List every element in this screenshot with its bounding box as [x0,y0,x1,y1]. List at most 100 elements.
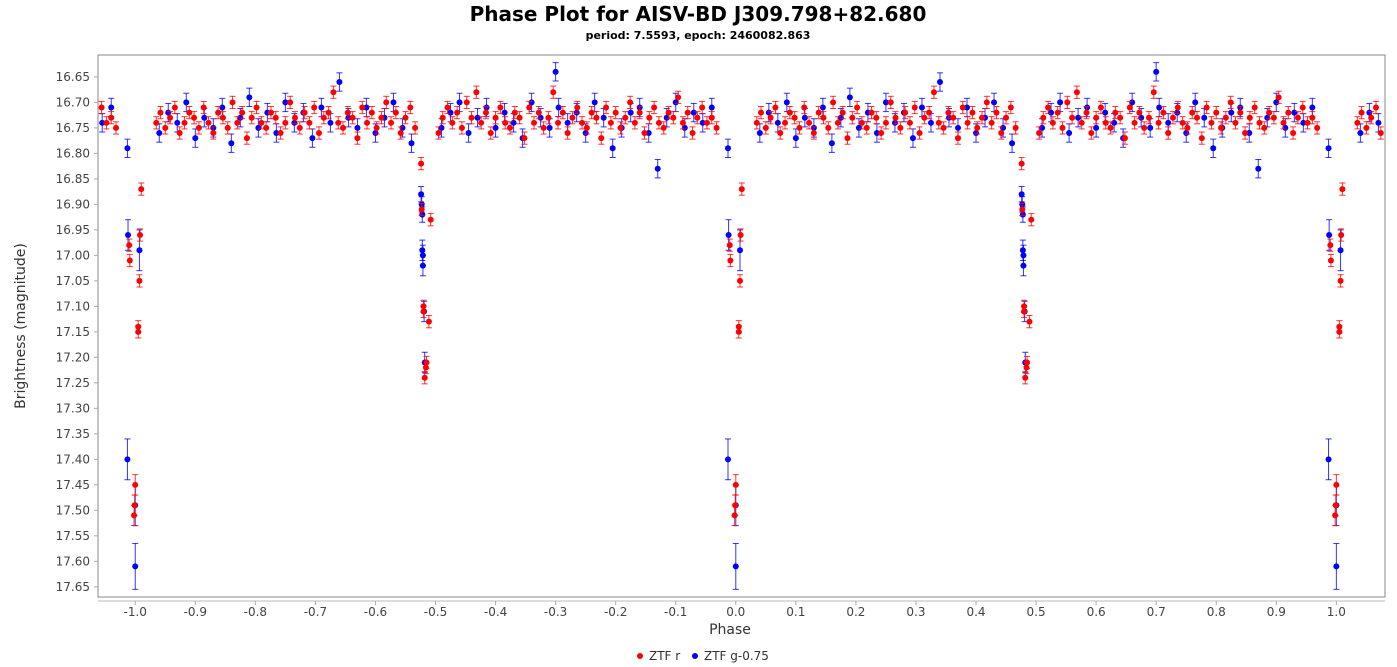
point-marker [1007,104,1014,111]
point-marker [699,104,706,111]
data-point [327,113,334,133]
point-marker [631,119,638,126]
point-marker [301,109,308,116]
point-marker [955,124,962,131]
point-marker [1131,119,1138,126]
point-marker [383,99,390,106]
data-point [1160,105,1167,120]
point-marker [501,109,508,116]
data-point [349,111,356,125]
point-marker [1078,119,1085,126]
data-point [627,95,634,110]
point-marker [1018,160,1025,167]
point-marker [191,114,198,121]
point-marker [1057,99,1064,106]
data-point [1339,182,1346,196]
point-marker [983,99,990,106]
data-point [820,111,827,125]
data-point [660,121,667,135]
point-marker [834,119,841,126]
data-point [171,100,178,115]
point-marker [219,114,226,121]
data-point [679,116,686,130]
data-point [243,131,250,145]
data-point [1170,111,1177,125]
point-marker [1325,145,1332,152]
point-marker [641,130,648,137]
point-marker [906,119,913,126]
point-marker [1018,191,1025,198]
point-marker [1117,114,1124,121]
point-marker [1019,247,1026,254]
point-marker [255,124,262,131]
point-marker [863,124,870,131]
point-marker [645,130,652,137]
point-marker [603,104,610,111]
point-marker [617,124,624,131]
data-point [497,100,504,115]
data-point [1299,100,1306,115]
data-point [98,100,105,115]
point-marker [1036,130,1043,137]
point-marker [579,119,586,126]
point-marker [1174,104,1181,111]
data-point [296,121,303,135]
data-point [1020,254,1027,277]
point-marker [607,119,614,126]
data-point [124,438,131,481]
point-marker [171,104,178,111]
data-point [1007,100,1014,115]
point-marker [991,99,998,106]
point-marker [427,216,434,223]
data-point [1141,121,1148,135]
data-point [846,87,853,107]
data-point [574,100,581,115]
point-marker [219,104,226,111]
point-marker [192,135,199,142]
data-point [830,95,837,110]
point-marker [487,130,494,137]
point-marker [627,99,634,106]
data-point [724,138,731,158]
x-tick-label: -0.8 [244,605,267,619]
data-point [564,126,571,140]
point-marker [1333,481,1340,488]
point-marker [936,79,943,86]
point-marker [726,242,733,249]
data-point [1083,105,1090,120]
data-point [1354,116,1361,130]
point-marker [167,114,174,121]
point-marker [418,191,425,198]
data-point [545,111,552,125]
data-point [1222,111,1229,125]
y-tick-label: 16.80 [56,146,90,160]
data-point [419,254,426,277]
point-marker [132,481,139,488]
x-tick-label: -0.6 [364,605,387,619]
point-marker [243,135,250,142]
x-tick-label: 0.0 [726,605,745,619]
point-marker [911,104,918,111]
point-marker [1377,130,1384,137]
point-marker [1112,109,1119,116]
point-marker [1075,114,1082,121]
point-marker [887,99,894,106]
data-point [368,105,375,120]
data-point [359,100,366,115]
y-tick-label: 16.85 [56,172,90,186]
data-point [815,105,822,120]
point-marker [839,109,846,116]
data-point [181,116,188,130]
data-point [1040,111,1047,125]
x-tick-label: 1.0 [1327,605,1346,619]
legend: ZTF r ZTF g-0.75 [637,649,769,663]
point-marker [419,262,426,269]
point-marker [1309,114,1316,121]
data-point [162,121,169,135]
data-point [138,182,145,196]
point-marker [354,135,361,142]
point-marker [136,247,143,254]
data-point [1059,121,1066,135]
point-marker [753,119,760,126]
point-marker [846,94,853,101]
